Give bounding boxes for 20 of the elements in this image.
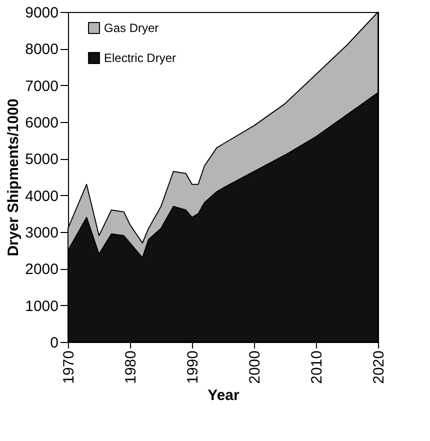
y-tick-label: 3000 xyxy=(25,224,58,242)
y-tick-label: 7000 xyxy=(25,78,58,95)
x-tick-label: 2010 xyxy=(308,350,326,384)
y-tick-label: 9000 xyxy=(25,4,58,22)
legend-label: Gas Dryer xyxy=(104,21,159,35)
x-tick-label: 1980 xyxy=(122,350,140,384)
legend-label: Electric Dryer xyxy=(104,51,176,65)
y-tick-label: 1000 xyxy=(25,298,58,315)
y-tick-label: 6000 xyxy=(25,114,58,132)
y-axis-title: Dryer Shipments/1000 xyxy=(5,98,22,256)
x-axis-title: Year xyxy=(208,386,240,404)
x-tick-label: 1970 xyxy=(60,350,78,384)
x-tick-label: 2020 xyxy=(370,350,388,384)
x-tick-label: 1990 xyxy=(184,350,202,384)
y-tick-label: 4000 xyxy=(25,188,58,205)
y-tick-label: 0 xyxy=(50,334,58,352)
y-tick-label: 8000 xyxy=(25,41,58,58)
y-tick-label: 5000 xyxy=(25,151,58,168)
x-tick-label: 2000 xyxy=(246,350,264,384)
y-tick-label: 2000 xyxy=(25,261,58,278)
